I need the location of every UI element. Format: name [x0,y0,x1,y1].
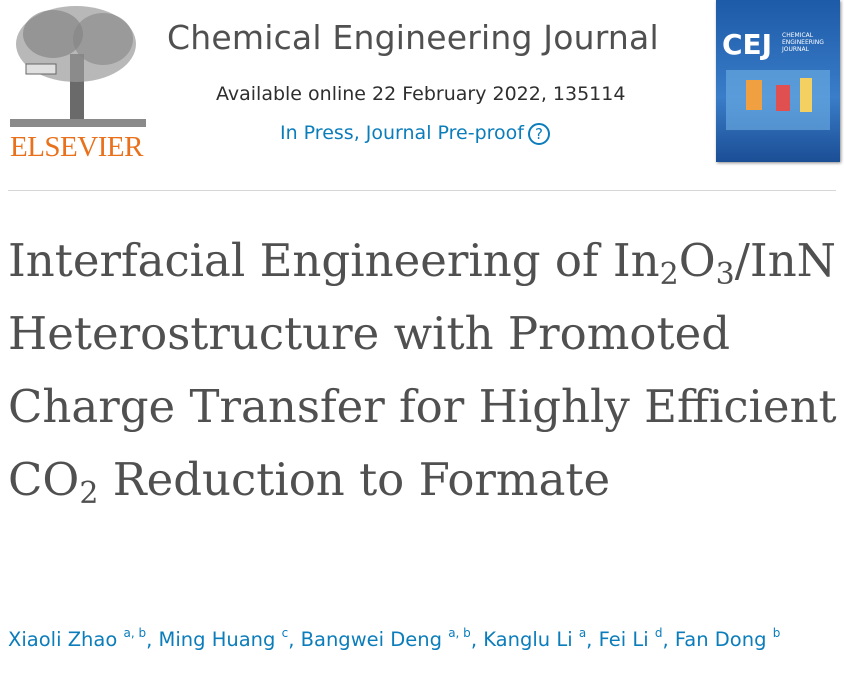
article-title: Interfacial Engineering of In2O3/InN Het… [8,224,838,516]
title-subscript: 2 [659,257,679,292]
author-affiliations[interactable]: c [281,626,289,640]
author-affiliations[interactable]: a, b [448,626,471,640]
author-name[interactable]: Fei Li [598,628,649,651]
status-text[interactable]: In Press, Journal Pre-proof [280,122,524,144]
title-subscript: 3 [715,257,735,292]
author-affiliations[interactable]: a [578,626,587,640]
cover-journal-name: CHEMICAL ENGINEERING JOURNAL [782,32,824,53]
author-separator: , [470,628,484,651]
author-name[interactable]: Kanglu Li [483,628,573,651]
author-list: Xiaoli Zhao a, b, Ming Huang c, Bangwei … [8,620,844,660]
title-text: O [678,234,716,287]
title-text: Reduction to Formate [98,453,611,506]
author-separator: , [288,628,301,651]
author-name[interactable]: Bangwei Deng [300,628,442,651]
author-separator: , [586,628,599,651]
help-icon[interactable]: ? [527,122,550,145]
author-name[interactable]: Fan Dong [674,628,767,651]
cover-art [726,70,830,130]
availability: Available online 22 February 2022, 13511… [216,83,626,105]
author-affiliations[interactable]: d [654,626,663,640]
author-separator: , [146,628,159,651]
author-affiliations[interactable]: a, b [123,626,147,640]
divider [8,190,836,191]
journal-title[interactable]: Chemical Engineering Journal [167,18,659,57]
title-text: /InN Heterostructure with Promoted Charg… [8,234,837,506]
publisher-name: ELSEVIER [10,131,143,163]
author-separator: , [662,628,675,651]
author-name[interactable]: Ming Huang [158,628,276,651]
title-subscript: 2 [79,476,99,511]
elsevier-tree-logo [10,6,146,127]
author-name[interactable]: Xiaoli Zhao [8,628,118,651]
article-status: In Press, Journal Pre-proof? [280,122,550,145]
journal-cover[interactable]: CEJ CHEMICAL ENGINEERING JOURNAL [716,0,840,162]
author-affiliations[interactable]: b [772,626,781,640]
title-text: Interfacial Engineering of In [8,234,660,287]
cover-acronym: CEJ [722,28,773,61]
